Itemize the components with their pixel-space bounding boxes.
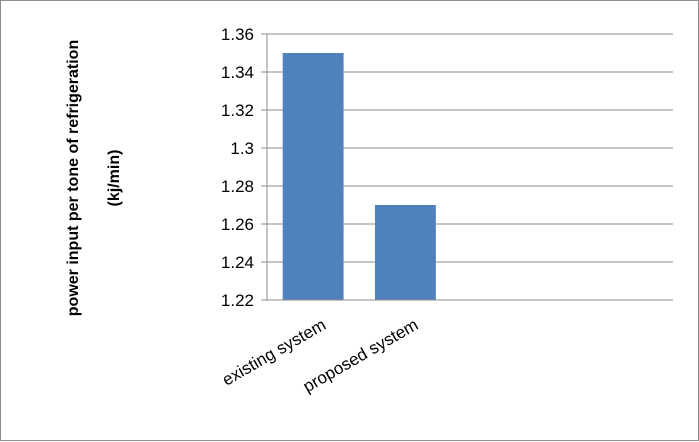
y-axis-label-line-2: (kj/min)	[106, 150, 123, 207]
y-axis-label-line-1: power input per tone of refrigeration	[65, 40, 82, 316]
y-tick-label-4: 1.3	[230, 139, 254, 158]
y-tick-label-3: 1.28	[221, 177, 254, 196]
y-tick-label-2: 1.26	[221, 215, 254, 234]
bar-existing-system	[282, 53, 344, 300]
y-tick-label-0: 1.22	[221, 291, 254, 310]
y-tick-labels: 1.22 1.24 1.26 1.28 1.3 1.32 1.34 1.36	[221, 25, 254, 310]
y-tick-label-6: 1.34	[221, 63, 254, 82]
axes	[266, 34, 673, 301]
y-axis-label: power input per tone of refrigeration (k…	[65, 40, 123, 316]
bars	[282, 53, 436, 300]
y-tick-label-5: 1.32	[221, 101, 254, 120]
y-tick-label-7: 1.36	[221, 25, 254, 44]
bar-proposed-system	[374, 205, 436, 300]
y-tick-label-1: 1.24	[221, 253, 254, 272]
